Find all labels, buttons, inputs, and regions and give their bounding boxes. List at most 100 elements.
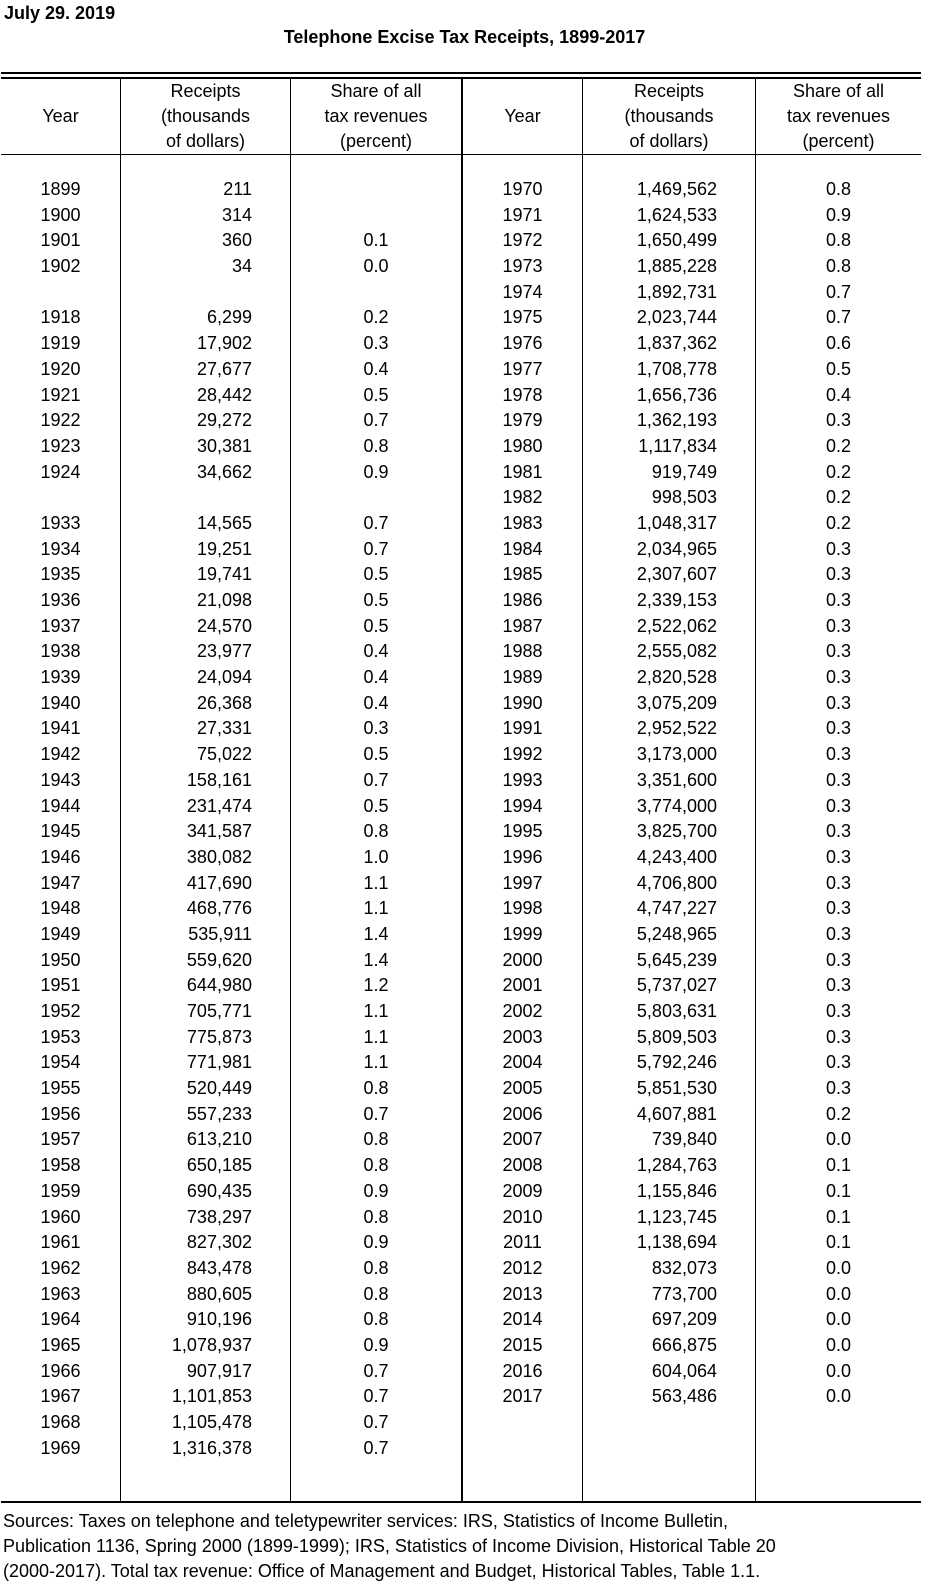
- table-row: 1924 34,662 0.9 1981 919,749 0.2: [1, 459, 921, 486]
- year-cell: 1924: [1, 459, 121, 486]
- share-cell: 0.3: [825, 744, 852, 765]
- receipts-cell: 650,185: [121, 1153, 291, 1179]
- receipts-cell: 5,851,530: [583, 1076, 756, 1102]
- spacer-cell: [1, 1461, 121, 1502]
- receipts-cell: 360: [121, 228, 291, 255]
- share-cell: 0.5: [291, 562, 463, 588]
- receipts-cell: 1,624,533: [583, 202, 756, 229]
- receipts-cell: 1,837,362: [583, 331, 756, 357]
- table-row: 1967 1,101,853 0.7 2017 563,486 0.0: [1, 1384, 921, 1410]
- share-cell: [291, 177, 463, 203]
- table-row: 1946 380,082 1.0 1996 4,243,400 0.3: [1, 844, 921, 871]
- table-top-spacer-row: [1, 155, 921, 177]
- receipts-cell: 559,620: [121, 947, 291, 974]
- table-row: 1953 775,873 1.1 2003 5,809,503 0.3: [1, 1024, 921, 1051]
- year-cell: 1957: [1, 1127, 121, 1154]
- receipts-cell: 26,368: [121, 690, 291, 717]
- receipts-cell: 3,351,600: [583, 767, 756, 794]
- share-cell: 1.0: [291, 844, 463, 871]
- year-cell: 1999: [463, 921, 583, 948]
- share-cell: [291, 279, 463, 306]
- header-year-label: Year: [42, 106, 79, 126]
- share-cell: 0.7: [291, 1384, 463, 1410]
- share-cell: [291, 202, 463, 229]
- receipts-cell: 417,690: [121, 870, 291, 897]
- table-row: 1956 557,233 0.7 2006 4,607,881 0.2: [1, 1101, 921, 1128]
- receipts-cell: 832,073: [583, 1255, 756, 1282]
- receipts-cell: 1,469,562: [583, 177, 756, 203]
- year-cell: 2000: [463, 947, 583, 974]
- table-row: 1919 17,902 0.3 1976 1,837,362 0.6: [1, 331, 921, 357]
- receipts-cell: 827,302: [121, 1230, 291, 1256]
- year-cell: 1967: [1, 1384, 121, 1410]
- share-cell: 0.3: [291, 331, 463, 357]
- receipts-cell: 1,284,763: [583, 1153, 756, 1179]
- year-cell: 1997: [463, 870, 583, 897]
- receipts-cell: 1,650,499: [583, 228, 756, 255]
- receipts-cell: 2,555,082: [583, 639, 756, 666]
- year-cell: 1968: [1, 1410, 121, 1436]
- share-cell: 0.7: [291, 536, 463, 563]
- receipts-cell: 6,299: [121, 305, 291, 332]
- year-cell: 1972: [463, 228, 583, 255]
- share-cell: 0.0: [291, 254, 463, 280]
- header-share-right: Share of all tax revenues (percent): [756, 79, 921, 155]
- table-row: 1965 1,078,937 0.9 2015 666,875 0.0: [1, 1332, 921, 1359]
- year-cell: 1945: [1, 819, 121, 845]
- receipts-cell: 5,737,027: [583, 973, 756, 999]
- table-row: 1969 1,316,378 0.7: [1, 1435, 921, 1462]
- share-cell: 1.1: [291, 999, 463, 1025]
- year-cell: 1984: [463, 536, 583, 563]
- share-cell: 0.7: [291, 408, 463, 434]
- receipts-cell: 2,522,062: [583, 613, 756, 640]
- receipts-cell: 5,792,246: [583, 1050, 756, 1077]
- receipts-cell: 158,161: [121, 767, 291, 794]
- year-cell: 1992: [463, 742, 583, 768]
- year-cell: 1990: [463, 690, 583, 717]
- share-cell: 0.0: [825, 1257, 852, 1278]
- year-cell: [1, 279, 121, 306]
- receipts-cell: 19,741: [121, 562, 291, 588]
- receipts-cell: [583, 1435, 756, 1462]
- share-cell: 0.0: [825, 1334, 852, 1355]
- share-cell: 0.5: [825, 358, 852, 379]
- table-row: 1948 468,776 1.1 1998 4,747,227 0.3: [1, 896, 921, 922]
- receipts-cell: 1,101,853: [121, 1384, 291, 1410]
- receipts-cell: 1,123,745: [583, 1204, 756, 1231]
- receipts-cell: 27,331: [121, 716, 291, 743]
- year-cell: 1923: [1, 433, 121, 460]
- receipts-cell: 557,233: [121, 1101, 291, 1128]
- year-cell: 1962: [1, 1255, 121, 1282]
- table-row: 1963 880,605 0.8 2013 773,700 0.0: [1, 1281, 921, 1308]
- receipts-cell: 1,656,736: [583, 382, 756, 409]
- receipts-cell: 998,503: [583, 485, 756, 511]
- year-cell: 2001: [463, 973, 583, 999]
- receipts-cell: 231,474: [121, 793, 291, 820]
- share-cell: 0.1: [825, 1180, 852, 1201]
- receipts-cell: 5,803,631: [583, 999, 756, 1025]
- receipts-cell: 843,478: [121, 1255, 291, 1282]
- spacer-cell: [1, 155, 121, 177]
- receipts-cell: [583, 1410, 756, 1436]
- share-cell: 1.1: [291, 896, 463, 922]
- table-row: 1922 29,272 0.7 1979 1,362,193 0.3: [1, 408, 921, 434]
- share-cell: 0.3: [825, 769, 852, 790]
- receipts-cell: 4,706,800: [583, 870, 756, 897]
- table-row: 1923 30,381 0.8 1980 1,117,834 0.2: [1, 433, 921, 460]
- receipts-cell: 520,449: [121, 1076, 291, 1102]
- share-cell: 0.3: [825, 538, 852, 559]
- share-cell: 1.2: [291, 973, 463, 999]
- year-cell: 1993: [463, 767, 583, 794]
- year-cell: 1956: [1, 1101, 121, 1128]
- spacer-cell: [463, 1461, 583, 1502]
- receipts-cell: [121, 279, 291, 306]
- table-row: 1899 211 1970 1,469,562 0.8: [1, 177, 921, 203]
- receipts-cell: 4,243,400: [583, 844, 756, 871]
- share-cell: 0.7: [291, 767, 463, 794]
- share-cell: 0.3: [825, 1026, 852, 1047]
- share-cell: 0.5: [291, 588, 463, 614]
- year-cell: 1977: [463, 356, 583, 383]
- receipts-cell: 34: [121, 254, 291, 280]
- share-cell: 0.3: [825, 975, 852, 996]
- receipts-cell: 34,662: [121, 459, 291, 486]
